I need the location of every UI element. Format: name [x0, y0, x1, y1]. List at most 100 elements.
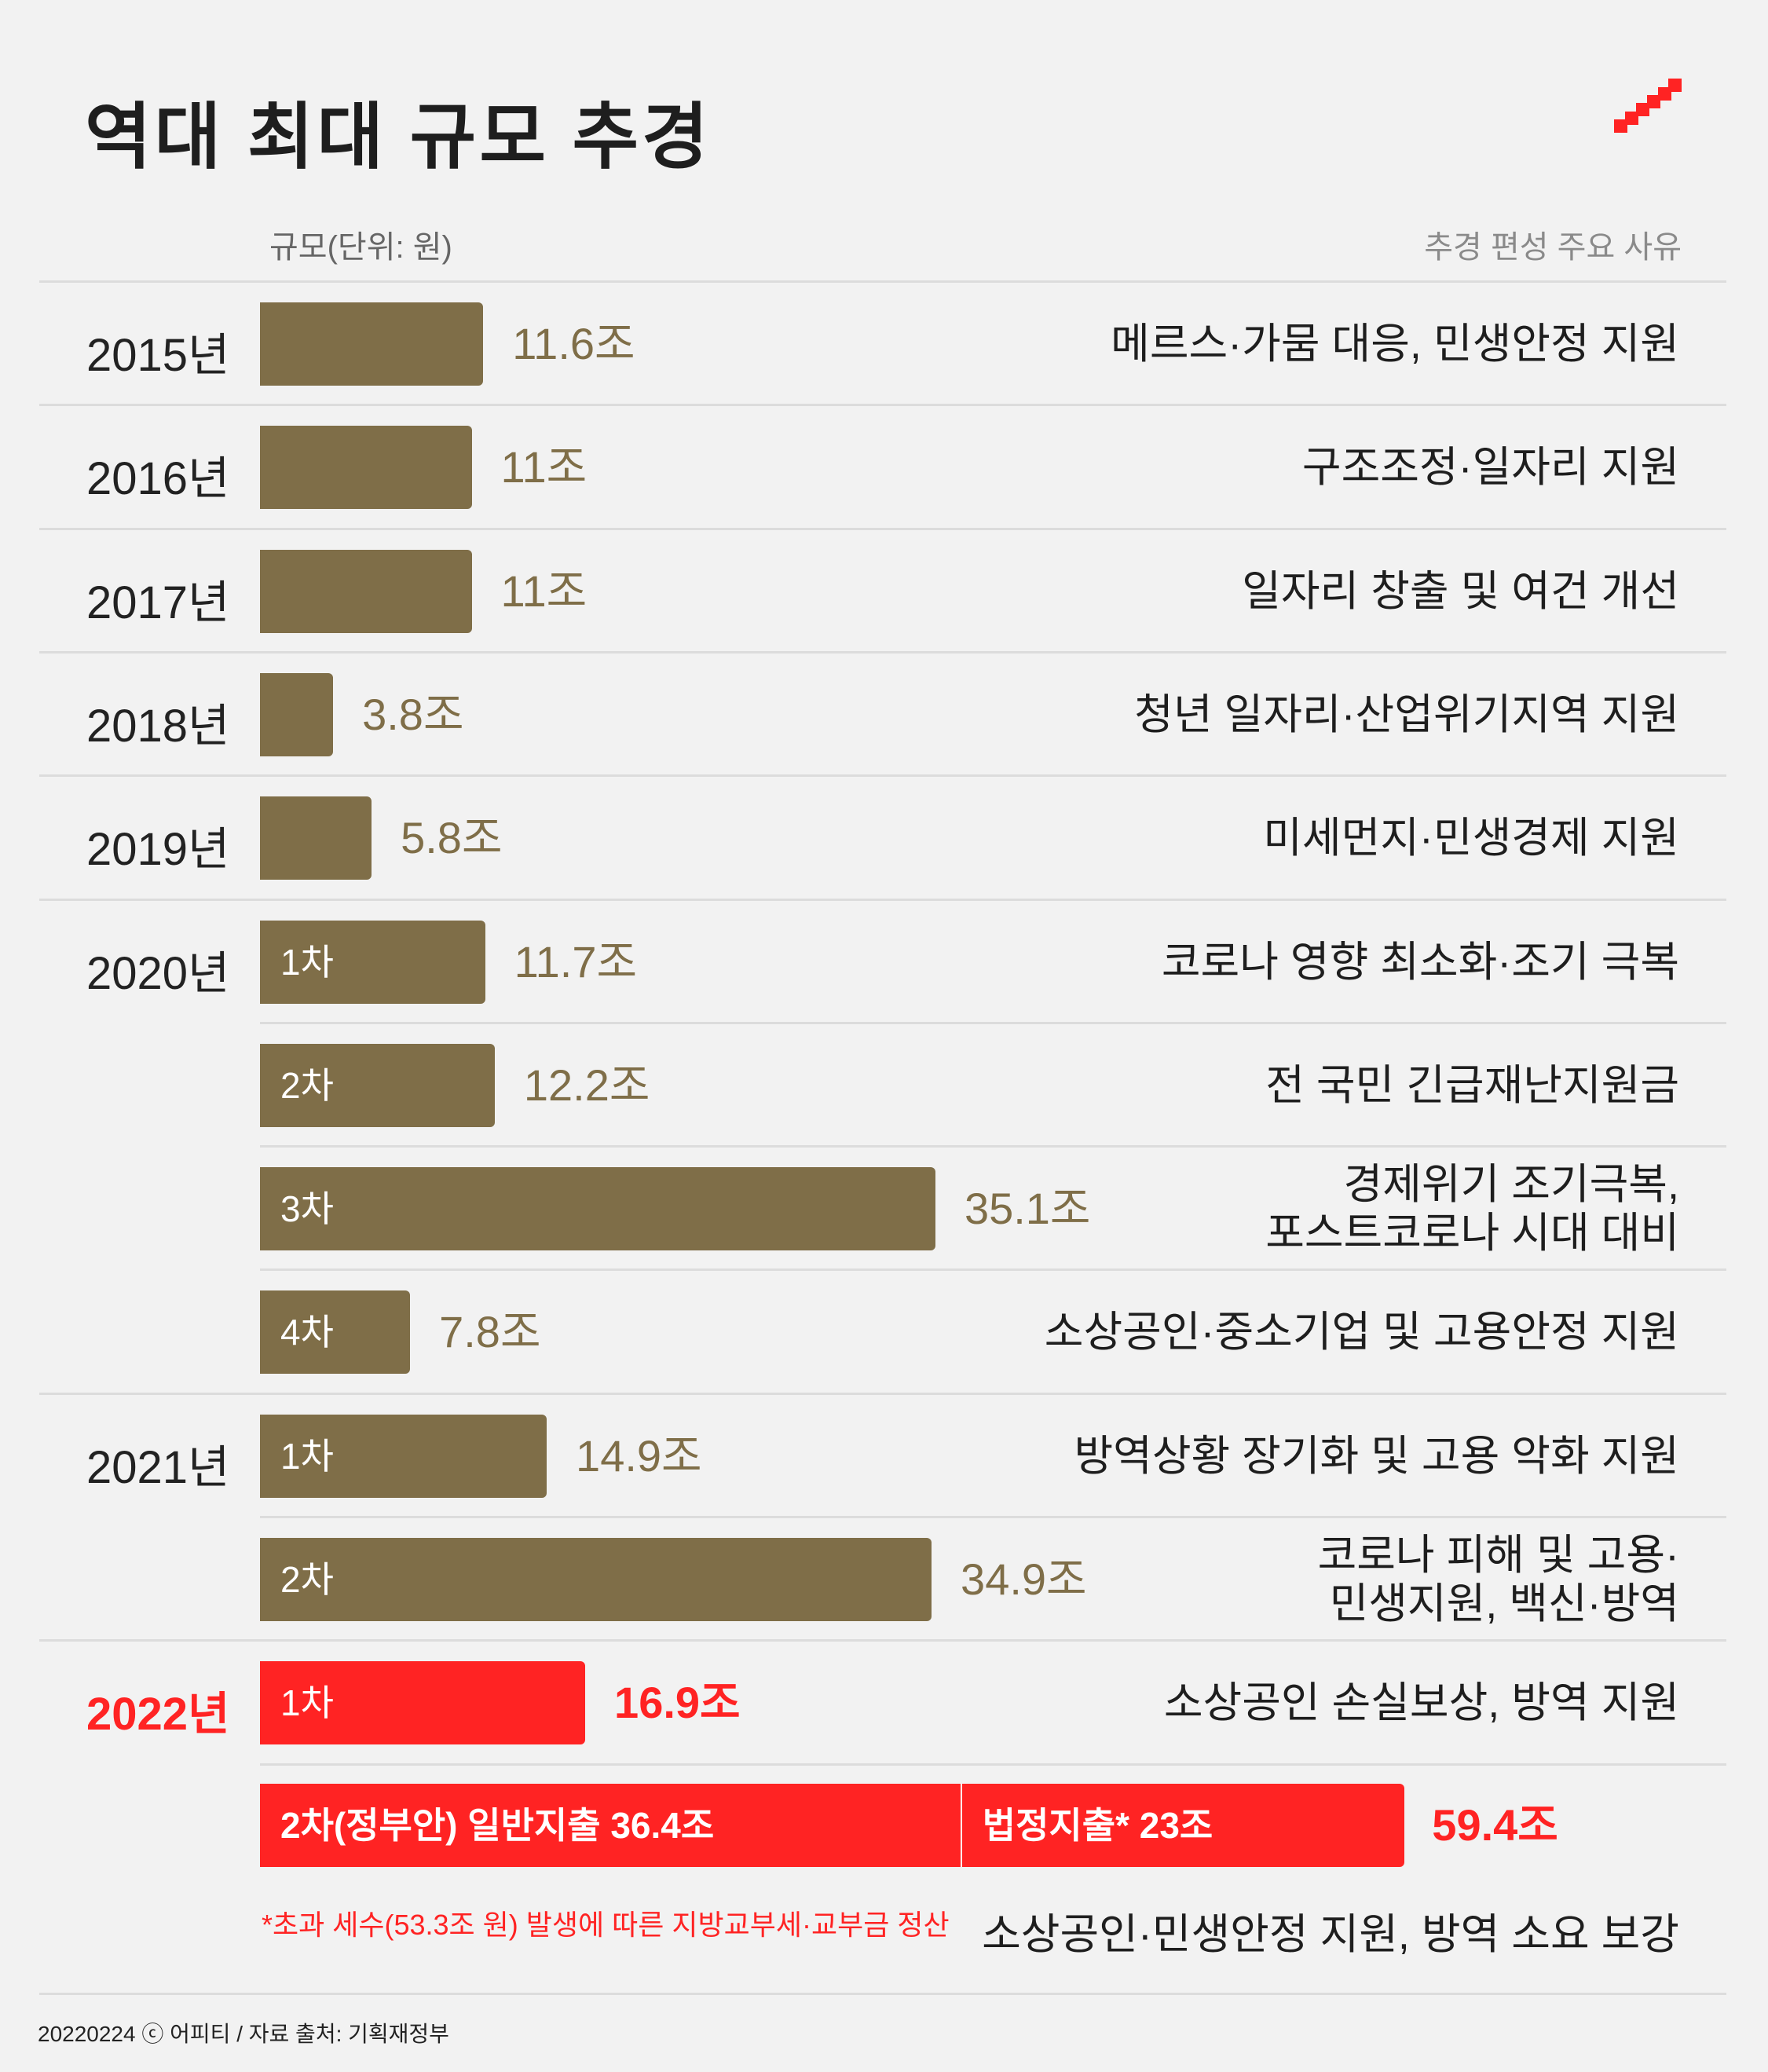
statutory-spending-segment: 법정지출* 23조	[960, 1784, 1405, 1867]
bar	[260, 796, 372, 880]
row-divider	[39, 1392, 1726, 1395]
footnote: *초과 세수(53.3조 원) 발생에 따른 지방교부세·교부금 정산	[262, 1909, 950, 1941]
bar: 4차	[260, 1290, 411, 1375]
segment-label: 법정지출* 23조	[982, 1805, 1213, 1846]
year-label: 2019년	[86, 824, 230, 876]
row-divider	[39, 650, 1726, 653]
reason-text: 일자리 창출 및 여건 개선	[1242, 529, 1679, 653]
bar	[260, 302, 484, 386]
round-label: 1차	[280, 1682, 334, 1724]
general-spending-segment: 2차(정부안) 일반지출 36.4조	[260, 1784, 961, 1867]
round-label: 3차	[280, 1188, 334, 1230]
value-label: 11.6조	[512, 319, 635, 368]
year-label: 2022년	[86, 1689, 230, 1741]
reason-text: 구조조정·일자리 지원	[1302, 405, 1679, 529]
stacked-total-label: 59.4조	[1432, 1800, 1558, 1850]
reason-line: 전 국민 긴급재난지원금	[1265, 1061, 1679, 1109]
year-label: 2015년	[86, 330, 230, 381]
bar: 1차	[260, 1414, 547, 1498]
row-divider	[260, 1268, 1726, 1272]
reason-line: 방역상황 장기화 및 고용 악화 지원	[1074, 1432, 1679, 1480]
round-label: 1차	[280, 941, 334, 983]
table-row: 4차 7.8조 소상공인·중소기업 및 고용안정 지원	[0, 1270, 1768, 1394]
value-label: 12.2조	[523, 1060, 650, 1110]
reason-text: 전 국민 긴급재난지원금	[1265, 1023, 1679, 1148]
reason-line: 소상공인·중소기업 및 고용안정 지원	[1044, 1309, 1679, 1356]
bar: 1차	[260, 920, 485, 1004]
value-label: 5.8조	[401, 813, 503, 863]
table-row: 2022년 1차 16.9조 소상공인 손실보상, 방역 지원	[0, 1641, 1768, 1765]
bar: 2차	[260, 1043, 495, 1127]
value-label: 7.8조	[439, 1307, 541, 1357]
value-label: 14.9조	[576, 1430, 702, 1481]
segment-label: 2차(정부안) 일반지출 36.4조	[280, 1805, 715, 1846]
reason-text: 코로나 영향 최소화·조기 극복	[1162, 900, 1679, 1024]
row-divider	[260, 1763, 1726, 1766]
value-label: 3.8조	[362, 689, 464, 739]
table-row: 3차 35.1조 경제위기 조기극복, 포스트코로나 시대 대비	[0, 1147, 1768, 1271]
bar	[260, 672, 334, 756]
bar: 3차	[260, 1167, 935, 1251]
reason-header: 추경 편성 주요 사유	[1424, 230, 1682, 265]
reason-text: 소상공인 손실보상, 방역 지원	[1164, 1641, 1679, 1765]
value-label: 16.9조	[614, 1678, 741, 1728]
credit: 20220224 ⓒ 어피티 / 자료 출처: 기획재정부	[38, 2022, 449, 2046]
reason-text: 청년 일자리·산업위기지역 지원	[1134, 653, 1679, 777]
table-row: 2015년 11.6조 메르스·가뭄 대응, 민생안정 지원	[0, 282, 1768, 406]
bar	[260, 426, 472, 510]
reason-text: 메르스·가뭄 대응, 민생안정 지원	[1111, 282, 1679, 406]
year-label: 2018년	[86, 700, 230, 752]
table-row: 2차 34.9조 코로나 피해 및 고용· 민생지원, 백신·방역	[0, 1517, 1768, 1642]
stacked-reason: 소상공인·민생안정 지원, 방역 소요 보강	[982, 1911, 1679, 1958]
reason-line: 코로나 영향 최소화·조기 극복	[1161, 938, 1679, 986]
value-label: 11조	[500, 566, 588, 616]
year-label: 2016년	[86, 453, 230, 505]
reason-line: 청년 일자리·산업위기지역 지원	[1134, 690, 1679, 738]
round-label: 2차	[280, 1559, 334, 1600]
reason-text: 코로나 피해 및 고용· 민생지원, 백신·방역	[1318, 1517, 1679, 1642]
row-divider	[39, 404, 1726, 407]
stacked-bar: 2차(정부안) 일반지출 36.4조 법정지출* 23조	[260, 1784, 1405, 1867]
table-row: 2017년 11조 일자리 창출 및 여건 개선	[0, 529, 1768, 653]
round-label: 2차	[280, 1064, 334, 1106]
table-row: 2018년 3.8조 청년 일자리·산업위기지역 지원	[0, 653, 1768, 777]
reason-line: 일자리 창출 및 여건 개선	[1242, 567, 1679, 615]
bottom-divider	[39, 1993, 1726, 1995]
bar: 1차	[260, 1661, 586, 1745]
reason-line: 메르스·가뭄 대응, 민생안정 지원	[1111, 320, 1679, 368]
table-row: 2차 12.2조 전 국민 긴급재난지원금	[0, 1023, 1768, 1148]
reason-line: 경제위기 조기극복,	[1343, 1161, 1679, 1209]
year-label: 2020년	[86, 947, 230, 999]
row-divider	[260, 1145, 1726, 1148]
bar	[260, 549, 472, 633]
row-divider	[39, 898, 1726, 901]
reason-line: 코로나 피해 및 고용·	[1317, 1532, 1679, 1579]
scale-header: 규모(단위: 원)	[269, 230, 452, 265]
year-label: 2021년	[86, 1441, 230, 1493]
value-label: 35.1조	[964, 1184, 1091, 1234]
table-row: 2021년 1차 14.9조 방역상황 장기화 및 고용 악화 지원	[0, 1394, 1768, 1518]
row-divider	[260, 1516, 1726, 1518]
value-label: 34.9조	[961, 1554, 1087, 1604]
reason-text: 소상공인·중소기업 및 고용안정 지원	[1045, 1270, 1679, 1394]
table-row: 2016년 11조 구조조정·일자리 지원	[0, 405, 1768, 529]
value-label: 11조	[500, 442, 588, 492]
reason-line: 소상공인 손실보상, 방역 지원	[1163, 1679, 1679, 1727]
row-divider	[39, 527, 1726, 530]
year-label: 2017년	[86, 577, 230, 628]
round-label: 4차	[280, 1312, 334, 1353]
reason-text: 미세먼지·민생경제 지원	[1263, 776, 1679, 900]
value-label: 11.7조	[514, 936, 637, 987]
row-divider	[39, 1639, 1726, 1642]
brand-logo-icon	[1614, 79, 1682, 133]
row-divider	[260, 1021, 1726, 1024]
reason-line: 미세먼지·민생경제 지원	[1263, 815, 1679, 862]
reason-line: 민생지원, 백신·방역	[1329, 1580, 1679, 1627]
reason-line: 포스트코로나 시대 대비	[1265, 1210, 1679, 1257]
header-divider	[39, 280, 1726, 283]
table-row: 2020년 1차 11.7조 코로나 영향 최소화·조기 극복	[0, 900, 1768, 1024]
row-divider	[39, 774, 1726, 778]
reason-text: 방역상황 장기화 및 고용 악화 지원	[1074, 1394, 1679, 1518]
reason-line: 구조조정·일자리 지원	[1301, 444, 1679, 492]
round-label: 1차	[280, 1435, 334, 1477]
